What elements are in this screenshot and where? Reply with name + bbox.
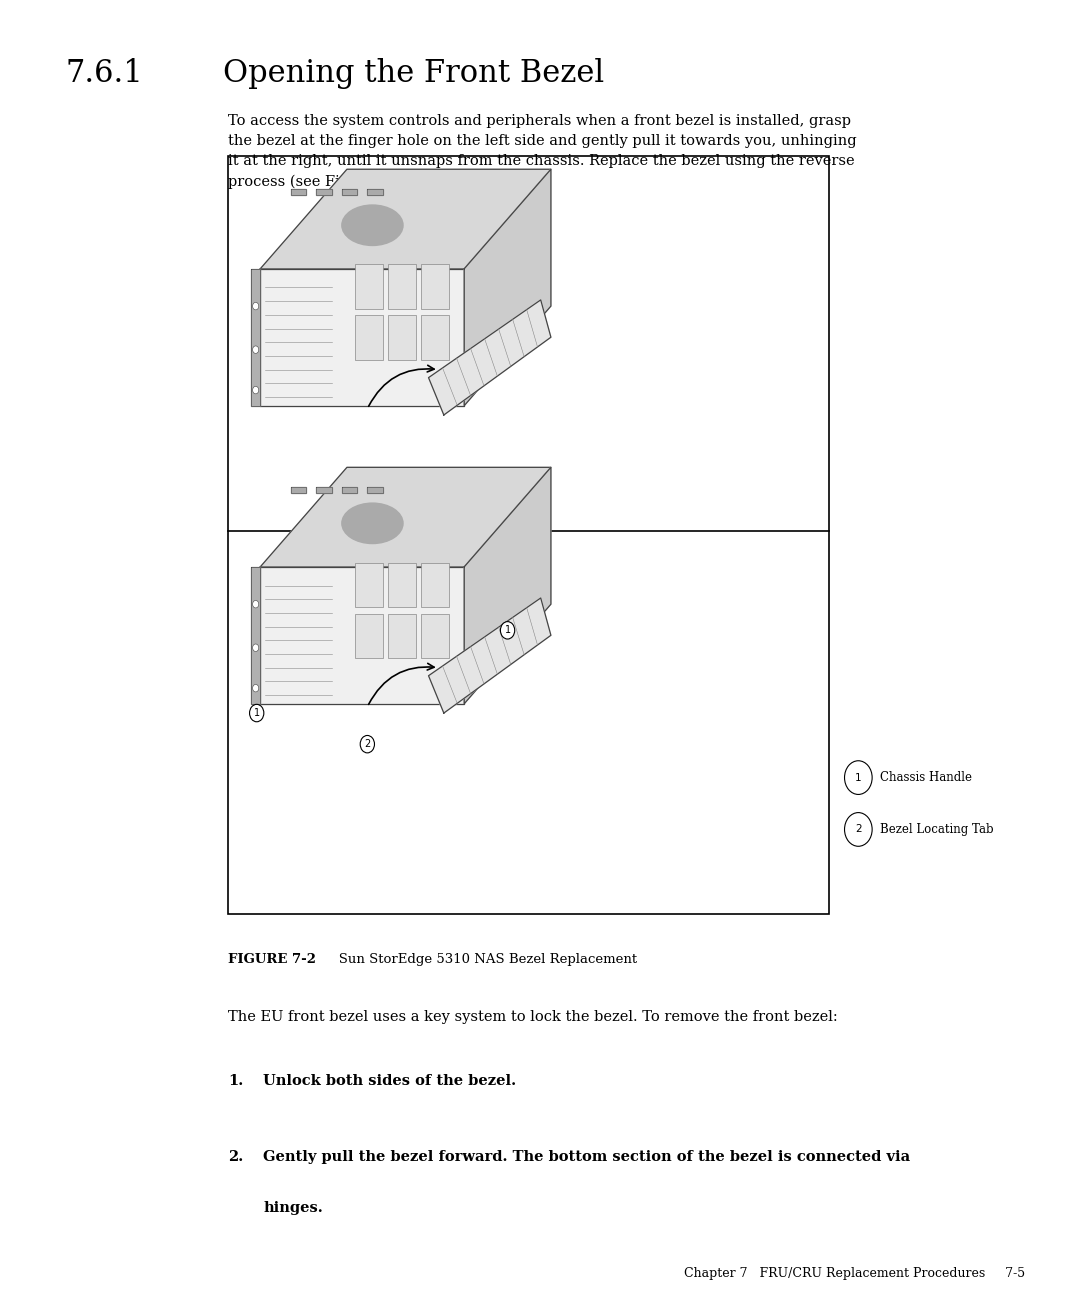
Bar [421,315,449,360]
Polygon shape [260,566,464,704]
Text: The EU front bezel uses a key system to lock the bezel. To remove the front beze: The EU front bezel uses a key system to … [228,1010,838,1024]
Bar [228,156,828,914]
Circle shape [253,644,259,652]
Polygon shape [291,487,306,494]
Text: Opening the Front Bezel: Opening the Front Bezel [224,58,604,89]
Polygon shape [429,299,551,415]
Polygon shape [251,566,260,704]
Circle shape [500,622,515,639]
Bar [388,613,416,658]
Text: FIGURE 7-2: FIGURE 7-2 [228,953,316,966]
Circle shape [361,735,375,753]
Ellipse shape [342,205,403,245]
Text: 1.: 1. [228,1074,244,1089]
Text: Chassis Handle: Chassis Handle [879,771,972,784]
Bar [388,315,416,360]
Ellipse shape [342,503,403,543]
Bar [388,264,416,310]
Text: 1: 1 [855,772,862,783]
Text: hinges.: hinges. [264,1201,323,1216]
Circle shape [253,302,259,310]
Text: To access the system controls and peripherals when a front bezel is installed, g: To access the system controls and periph… [228,114,858,189]
Text: 7.6.1: 7.6.1 [66,58,144,89]
Polygon shape [367,487,382,494]
Circle shape [253,346,259,354]
Circle shape [249,704,264,722]
Text: 2: 2 [855,824,862,835]
Bar [354,562,382,608]
Text: 1: 1 [504,626,511,635]
Polygon shape [464,170,551,406]
Polygon shape [464,468,551,704]
Polygon shape [342,487,357,494]
Bar [354,264,382,310]
Polygon shape [342,189,357,196]
Text: 2: 2 [364,739,370,749]
Polygon shape [316,189,332,196]
Polygon shape [260,170,551,268]
Polygon shape [291,189,306,196]
Text: Bezel Locating Tab: Bezel Locating Tab [879,823,994,836]
Text: Gently pull the bezel forward. The bottom section of the bezel is connected via: Gently pull the bezel forward. The botto… [264,1150,910,1164]
Bar [421,613,449,658]
Polygon shape [260,468,551,566]
Polygon shape [367,189,382,196]
Circle shape [845,813,873,846]
Text: 2.: 2. [228,1150,244,1164]
FancyArrowPatch shape [368,664,434,704]
Bar [354,613,382,658]
Bar [421,562,449,608]
Text: 1: 1 [254,708,260,718]
Circle shape [253,600,259,608]
Text: Unlock both sides of the bezel.: Unlock both sides of the bezel. [264,1074,516,1089]
Polygon shape [260,268,464,406]
Polygon shape [251,268,260,406]
Text: Sun StorEdge 5310 NAS Bezel Replacement: Sun StorEdge 5310 NAS Bezel Replacement [326,953,637,966]
Polygon shape [316,487,332,494]
Bar [388,562,416,608]
FancyArrowPatch shape [368,365,434,406]
Circle shape [253,386,259,394]
Circle shape [253,684,259,692]
Polygon shape [429,597,551,713]
Text: Chapter 7   FRU/CRU Replacement Procedures     7-5: Chapter 7 FRU/CRU Replacement Procedures… [684,1267,1025,1280]
Bar [421,264,449,310]
Bar [354,315,382,360]
Circle shape [845,761,873,794]
